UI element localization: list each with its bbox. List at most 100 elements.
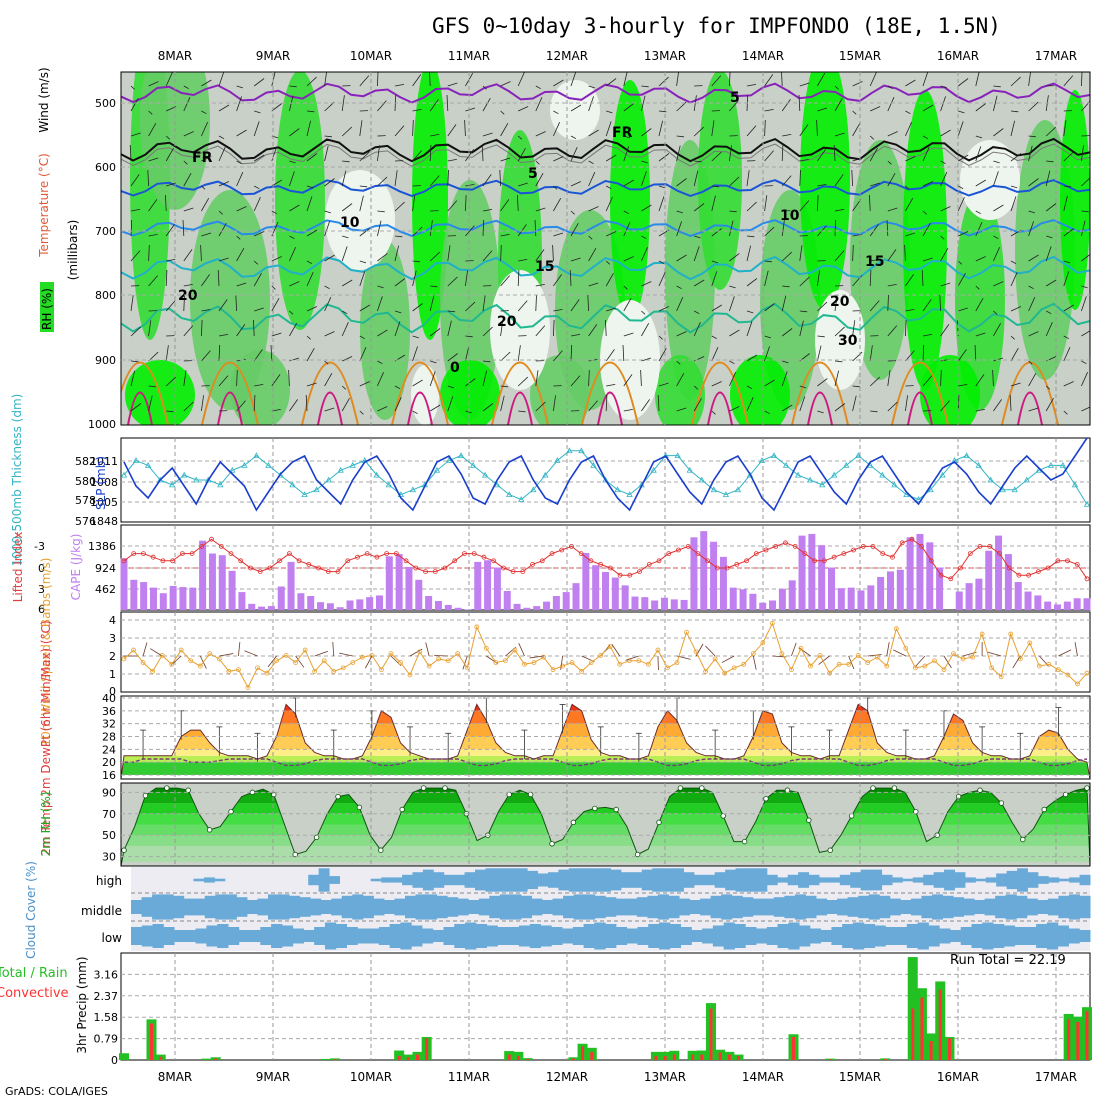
wind-barb (306, 306, 318, 312)
lifted-index-point (209, 536, 214, 542)
run-total-text: Run Total = 22.19 (950, 953, 1066, 968)
cloud-middle-bar (953, 897, 965, 917)
date-label-bottom: 11MAR (448, 1070, 490, 1084)
wind-barb (711, 185, 720, 188)
wind-barb (518, 258, 528, 262)
cloud-low-bar (195, 928, 207, 944)
wind-barb (465, 195, 467, 212)
wind-barb (377, 296, 383, 312)
cloud-middle-bar (900, 900, 912, 914)
wind-barb (658, 347, 667, 362)
date-label-bottom: 8MAR (158, 1070, 193, 1084)
wind-speed-point (159, 653, 165, 658)
cloud-middle-bar (141, 897, 153, 917)
wind-barb (271, 285, 276, 290)
cloud-middle-bar (910, 898, 922, 916)
wind-barb (359, 185, 368, 188)
wind-barb (799, 385, 807, 389)
rh-region (730, 355, 790, 425)
lifted-index-point (744, 558, 749, 564)
wind-barb (922, 299, 932, 312)
wind-barb (148, 395, 153, 412)
wind-barb (271, 332, 282, 337)
contour-label: 5 (730, 90, 740, 106)
lifted-index-point (1045, 565, 1051, 571)
cloud-high-bar (1037, 876, 1049, 884)
wind-barb (465, 270, 468, 287)
cape-bar (218, 555, 226, 610)
precip-convective-bar (1067, 1019, 1071, 1060)
cloud-middle-bar (657, 894, 669, 920)
wind-speed-point (684, 629, 689, 635)
wind-barb (218, 147, 226, 162)
cape-bar (641, 597, 649, 610)
wind-barb (693, 203, 705, 212)
cape-bar (778, 588, 786, 610)
wind-barb (887, 295, 889, 312)
cape-bar (769, 600, 777, 610)
wind-barb (500, 395, 505, 412)
thickness-point (469, 462, 477, 468)
wind-barb (183, 325, 194, 337)
wind-barb (271, 374, 281, 387)
rh-point (1020, 836, 1026, 843)
wind-barb (588, 282, 599, 287)
surface-wind-barb (886, 642, 890, 657)
wind-barb (834, 220, 837, 237)
contour-label: 10 (780, 208, 800, 224)
wind-barb (940, 129, 951, 137)
wind-barb (465, 107, 476, 112)
cloud-high-bar (808, 874, 820, 886)
dry-region (960, 140, 1020, 220)
wind-barb (605, 260, 611, 265)
wind-barb (746, 170, 750, 187)
cloud-low-bar (702, 928, 714, 944)
wind-barb (658, 76, 669, 87)
wind-barb (148, 110, 153, 115)
wind-speed-point (121, 656, 127, 662)
wind-speed-point (417, 649, 422, 655)
cloud-middle-bar (1037, 900, 1049, 914)
wind-barb (377, 220, 382, 237)
wind-barb (1063, 195, 1068, 212)
tick-label: 3 (109, 632, 116, 645)
wind-barb (905, 156, 916, 162)
cloud-low-bar (626, 928, 638, 944)
cloud-middle-bar (1058, 895, 1070, 919)
wind-barb (377, 360, 383, 365)
cloud-high-bar (485, 868, 497, 892)
tick-label: 600 (95, 161, 116, 174)
temp-contour-30 (507, 391, 533, 425)
wind-speed-point (1055, 667, 1061, 673)
precip-convective-bar (700, 1054, 704, 1060)
wind-barb (183, 85, 189, 90)
surface-wind-barb (987, 651, 1002, 657)
wind-barb (870, 106, 881, 112)
cloud-low-bar (562, 928, 574, 944)
wind-barb (341, 170, 347, 187)
wind-barb (1010, 120, 1016, 137)
wind-barb (1063, 271, 1070, 287)
lifted-index-point (851, 547, 856, 553)
wind-barb (746, 397, 754, 412)
wind-barb (729, 145, 732, 162)
cape-bar (670, 599, 678, 610)
cloud-high-bar (579, 868, 591, 892)
cloud-high-bar (547, 872, 559, 888)
lifted-index-point (637, 569, 642, 574)
lifted-index-point (549, 551, 555, 556)
wind-barb (641, 247, 648, 262)
wind-barb (429, 295, 435, 312)
wind-barb (887, 85, 893, 90)
precip-total-bar (119, 1053, 129, 1060)
cloud-low-bar (809, 928, 822, 944)
wind-barb (921, 270, 924, 287)
wind-barb (729, 72, 731, 87)
wind-barb (588, 370, 590, 387)
wind-barb (201, 274, 210, 287)
cape-bar (572, 583, 580, 610)
wind-barb (975, 332, 986, 337)
rh-point (784, 787, 791, 793)
wind-speed-point (579, 669, 585, 674)
